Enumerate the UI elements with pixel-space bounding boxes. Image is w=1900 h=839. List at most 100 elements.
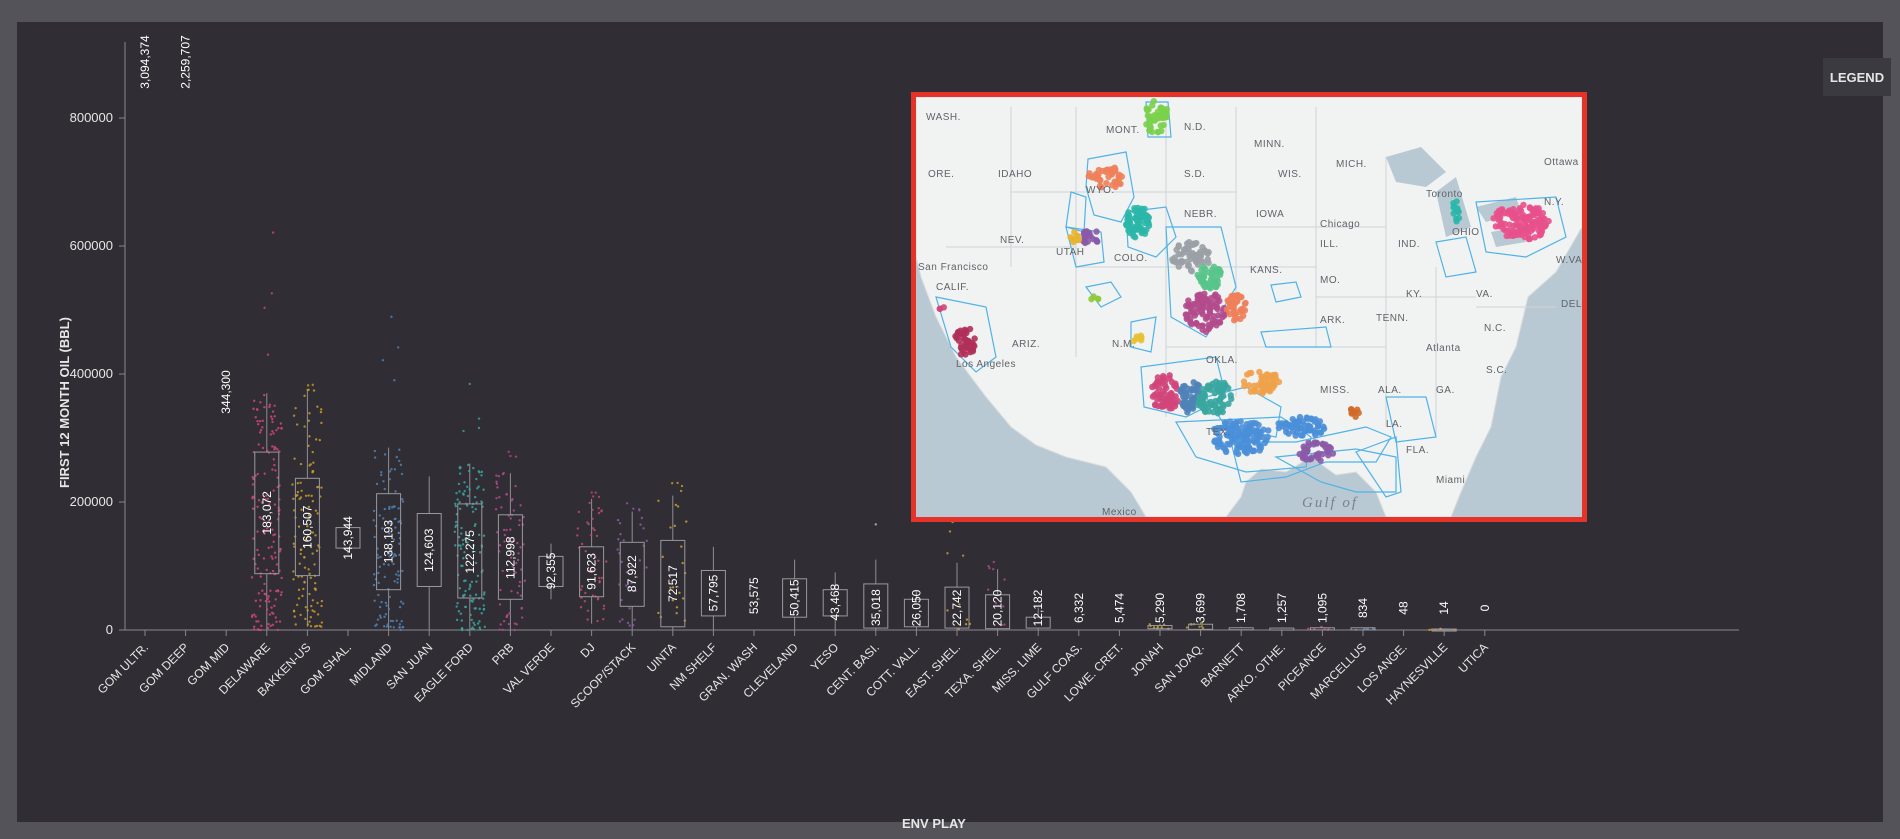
data-point bbox=[378, 565, 381, 569]
data-point bbox=[265, 527, 269, 530]
data-point bbox=[673, 524, 677, 528]
well-dot bbox=[1173, 246, 1180, 254]
data-point bbox=[272, 612, 275, 615]
box-group[interactable]: YESO 43,468 bbox=[808, 572, 848, 674]
well-dot bbox=[1137, 332, 1145, 339]
data-point bbox=[304, 605, 307, 609]
well-dot bbox=[1251, 447, 1258, 454]
data-point bbox=[384, 613, 388, 616]
data-point bbox=[461, 564, 464, 568]
well-dot bbox=[1223, 306, 1230, 313]
data-point bbox=[259, 575, 262, 578]
data-point bbox=[616, 518, 620, 522]
data-point bbox=[669, 526, 672, 529]
median-label: 0 bbox=[1478, 604, 1492, 611]
data-point bbox=[252, 399, 256, 403]
data-point bbox=[482, 593, 486, 596]
well-dot bbox=[1194, 299, 1202, 306]
map-label: WIS. bbox=[1278, 169, 1302, 180]
well-dot bbox=[1139, 213, 1147, 220]
legend-button[interactable]: LEGEND bbox=[1823, 58, 1891, 96]
well-dot bbox=[1536, 221, 1544, 228]
data-point bbox=[388, 595, 391, 599]
box bbox=[1269, 627, 1295, 631]
great-lakes bbox=[1386, 147, 1526, 247]
y-tick-label: 800000 bbox=[70, 110, 113, 125]
data-point bbox=[376, 618, 380, 621]
well-dot bbox=[1322, 444, 1329, 451]
well-dot bbox=[1302, 427, 1310, 434]
data-point bbox=[510, 589, 513, 593]
data-point bbox=[584, 591, 587, 595]
data-point bbox=[267, 595, 270, 598]
data-point bbox=[473, 495, 477, 499]
data-point bbox=[252, 628, 256, 631]
data-point bbox=[512, 573, 515, 576]
median-label: 183,072 bbox=[260, 491, 274, 535]
well-dot bbox=[1532, 205, 1540, 212]
well-dot bbox=[1212, 279, 1220, 287]
data-point bbox=[399, 600, 403, 603]
data-point bbox=[602, 617, 605, 621]
box bbox=[497, 514, 523, 600]
data-point bbox=[389, 522, 392, 525]
data-point bbox=[320, 421, 323, 425]
box-group[interactable]: UINTA 72,517 bbox=[644, 481, 688, 675]
well-dot bbox=[959, 333, 967, 341]
data-point bbox=[258, 605, 262, 608]
data-point bbox=[394, 490, 397, 493]
data-point bbox=[307, 568, 310, 571]
data-point bbox=[480, 500, 483, 503]
well-dot bbox=[1073, 236, 1080, 244]
data-point bbox=[454, 520, 458, 524]
data-point bbox=[395, 619, 398, 622]
well-dot bbox=[1147, 113, 1154, 120]
well-dot bbox=[1144, 213, 1151, 220]
outlier-point bbox=[632, 507, 635, 510]
well-dot bbox=[1185, 261, 1192, 269]
data-point bbox=[1200, 625, 1204, 628]
data-point bbox=[639, 523, 642, 526]
box-group[interactable]: JONAH 5,290 bbox=[1127, 593, 1173, 679]
well-dot bbox=[1261, 439, 1269, 447]
data-point bbox=[388, 555, 391, 558]
box bbox=[985, 594, 1011, 630]
data-point bbox=[292, 414, 296, 417]
data-point bbox=[462, 557, 465, 560]
well-dot bbox=[1225, 424, 1232, 432]
box-group[interactable]: PRB 112,998 bbox=[489, 450, 527, 668]
data-point bbox=[261, 589, 264, 592]
box-group[interactable]: DJ 91,623 bbox=[576, 491, 608, 660]
data-point bbox=[505, 615, 509, 619]
data-point bbox=[476, 622, 480, 625]
data-point bbox=[515, 623, 518, 626]
median-label: 57,795 bbox=[706, 574, 720, 611]
data-point bbox=[320, 604, 323, 608]
data-point bbox=[579, 606, 583, 609]
data-point bbox=[591, 594, 595, 597]
data-point bbox=[308, 516, 311, 519]
box bbox=[1431, 628, 1457, 632]
well-dot bbox=[1232, 423, 1240, 430]
well-dot bbox=[1201, 290, 1208, 297]
data-point bbox=[628, 607, 631, 610]
data-point bbox=[383, 615, 386, 619]
play-boundary bbox=[1270, 281, 1302, 303]
data-point bbox=[379, 616, 383, 619]
outlier-point bbox=[271, 231, 275, 234]
outlier-point bbox=[502, 471, 505, 475]
data-point bbox=[520, 568, 523, 571]
data-point bbox=[265, 608, 269, 611]
outlier-point bbox=[992, 560, 995, 564]
data-point bbox=[598, 576, 601, 580]
data-point bbox=[259, 429, 263, 432]
box-group[interactable]: UTICA 0 bbox=[1456, 604, 1492, 675]
median-label: 138,193 bbox=[382, 520, 396, 564]
map-inset[interactable]: WASH. MONT. N.D. MINN. ORE. IDAHO S.D. WIS. MICH… bbox=[911, 92, 1587, 522]
